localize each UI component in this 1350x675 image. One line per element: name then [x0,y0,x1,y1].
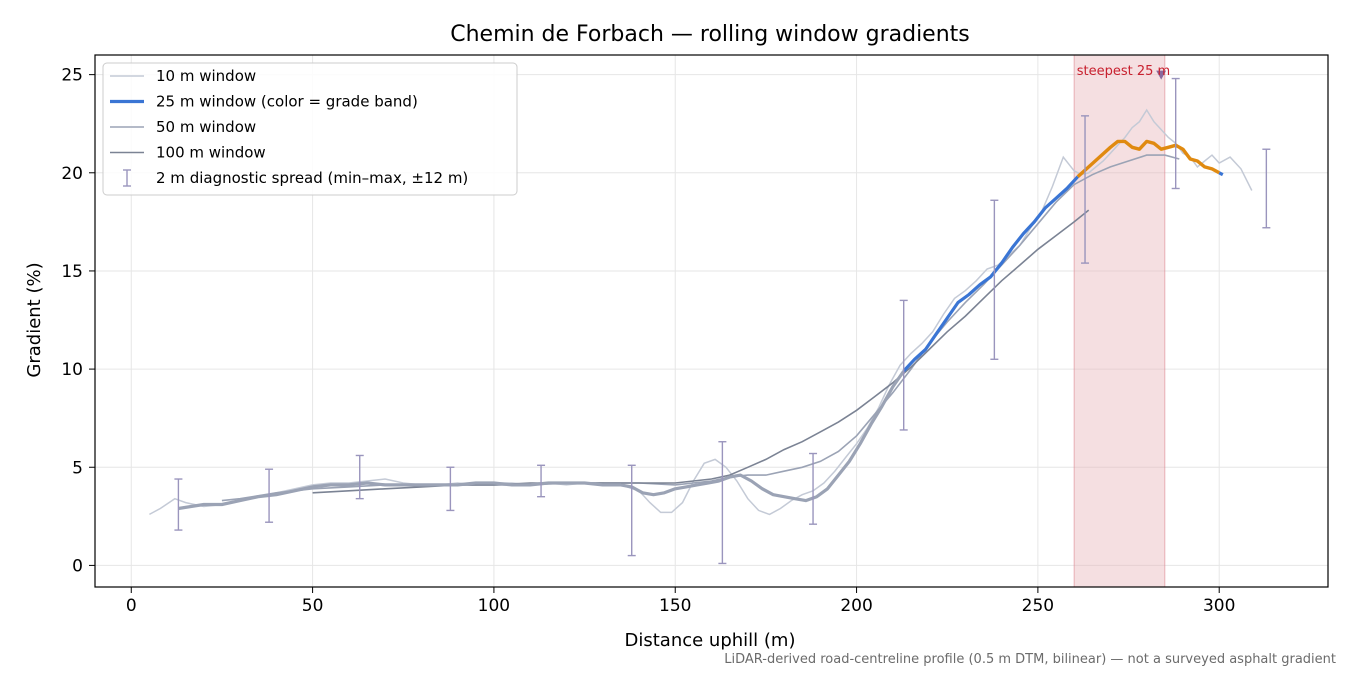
x-axis-label: Distance uphill (m) [625,630,796,651]
legend-entry: 10 m window [156,67,256,85]
chart-title: Chemin de Forbach — rolling window gradi… [450,22,970,47]
steepest-marker [1156,70,1167,80]
series-group [149,77,1271,565]
legend-entry: 50 m window [156,118,256,136]
y-tick-label: 15 [61,262,83,282]
series-line-50m [221,154,1180,502]
legend-entry: 100 m window [156,144,266,162]
y-tick-label: 20 [61,164,83,184]
y-tick-label: 0 [72,556,83,576]
legend-entry: 25 m window (color = grade band) [156,93,418,111]
x-tick-label: 250 [1022,596,1054,616]
x-tick-label: 100 [478,596,510,616]
y-tick-label: 25 [61,66,83,86]
y-tick-label: 10 [61,360,83,380]
legend-box [102,62,518,196]
y-tick-label: 5 [72,458,83,478]
steepest-span-shade [1073,54,1166,588]
x-tick-label: 0 [126,596,137,616]
x-tick-label: 300 [1203,596,1235,616]
series-line-25m-steep [1076,139,1221,178]
x-tick-label: 50 [302,596,324,616]
series-line-25m-tail [1218,171,1224,177]
legend: 10 m window 25 m window (color = grade ba… [102,62,518,196]
x-tick-label: 150 [659,596,691,616]
y-axis-label: Gradient (%) [24,262,45,377]
series-line-100m [312,209,1090,494]
x-tick-label: 200 [840,596,872,616]
axes-frame [94,54,1329,588]
legend-entry: 2 m diagnostic spread (min–max, ±12 m) [156,169,468,187]
footnote: LiDAR-derived road-centreline profile (0… [724,652,1336,667]
series-line-25m-climb [902,175,1079,373]
plot-area: steepest 25 m 0 50 100 150 200 250 300 0 5 10 15 20 2… [61,54,1329,616]
steepest-label: steepest 25 m [1077,64,1170,79]
